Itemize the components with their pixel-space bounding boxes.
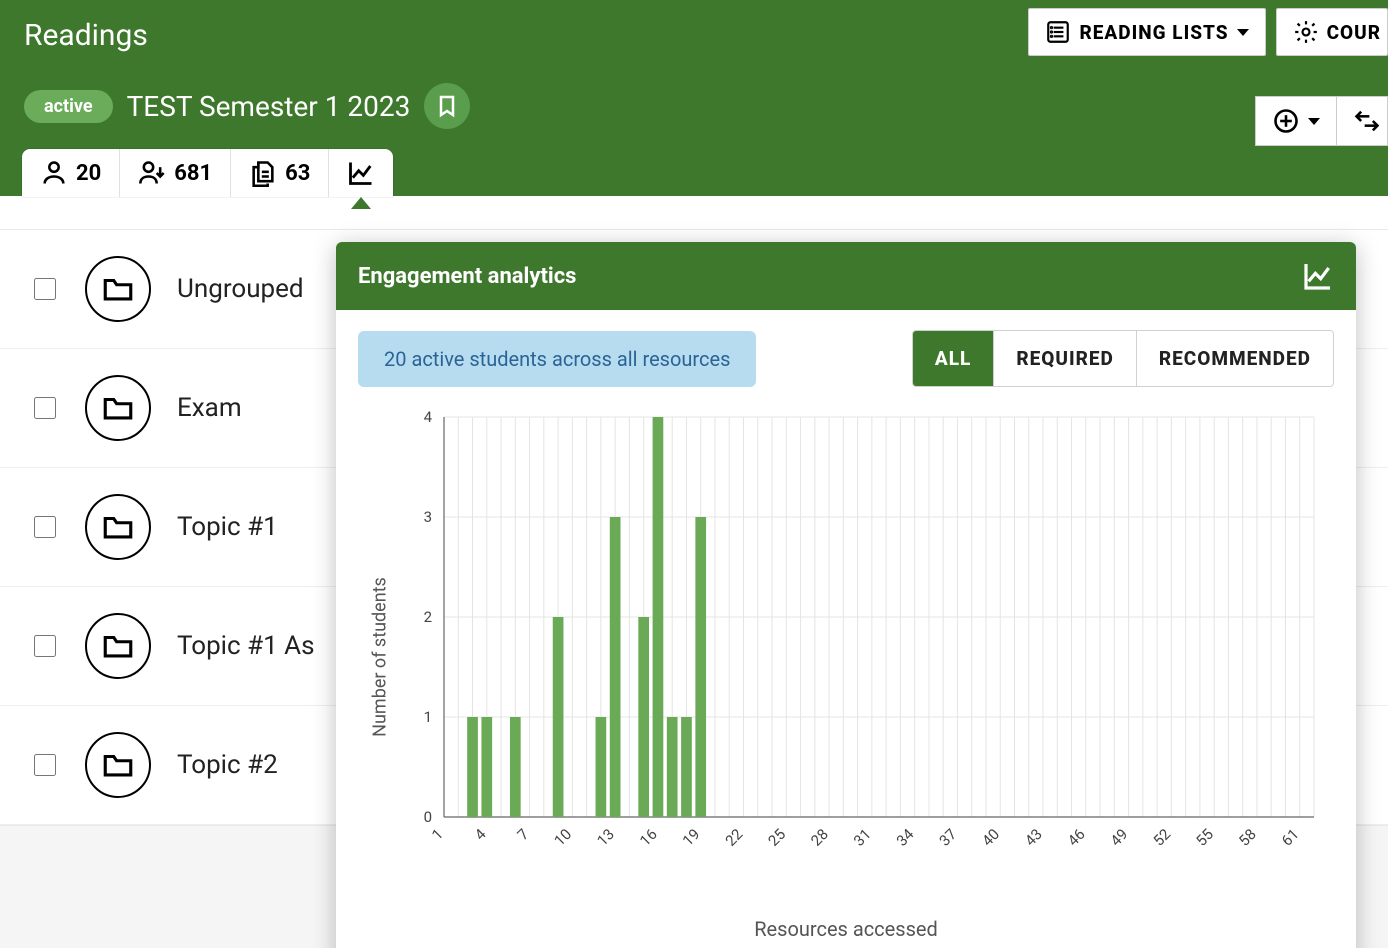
row-label: Ungrouped <box>177 274 304 304</box>
folder-icon <box>85 256 151 322</box>
main-area: Ungrouped Exam Topic #1 Topic #1 As <box>0 230 1388 948</box>
svg-text:1: 1 <box>424 708 432 726</box>
course-settings-label: COUR <box>1327 21 1381 44</box>
course-settings-button[interactable]: COUR <box>1276 8 1388 56</box>
analytics-title: Engagement analytics <box>358 264 577 289</box>
course-row: active TEST Semester 1 2023 <box>24 83 1364 129</box>
svg-text:37: 37 <box>936 825 961 850</box>
row-label: Exam <box>177 393 242 423</box>
chart-ylabel: Number of students <box>370 577 391 737</box>
stat-views-value: 681 <box>174 161 212 186</box>
svg-text:10: 10 <box>551 825 576 850</box>
analytics-chart-svg: 0123414710131619222528313437404346495255… <box>394 407 1324 867</box>
svg-text:25: 25 <box>764 825 789 850</box>
analytics-filter-tabs: ALLREQUIREDRECOMMENDED <box>912 330 1334 387</box>
documents-icon <box>249 159 277 187</box>
stat-analytics[interactable] <box>329 149 393 197</box>
header-bar: Readings READING LISTS COUR active <box>0 0 1388 196</box>
svg-text:55: 55 <box>1192 825 1217 850</box>
stat-documents-value: 63 <box>285 161 310 186</box>
reading-lists-label: READING LISTS <box>1079 21 1228 44</box>
chart-xlabel: Resources accessed <box>358 917 1334 941</box>
svg-text:13: 13 <box>593 825 618 850</box>
svg-text:3: 3 <box>424 508 432 526</box>
row-checkbox[interactable] <box>34 754 56 776</box>
svg-text:46: 46 <box>1064 825 1089 850</box>
row-checkbox[interactable] <box>34 397 56 419</box>
folder-icon <box>85 375 151 441</box>
stat-students[interactable]: 20 <box>22 149 120 197</box>
folder-icon <box>85 613 151 679</box>
chart-line-icon <box>347 159 375 187</box>
filter-tab-required[interactable]: REQUIRED <box>994 331 1137 386</box>
svg-text:40: 40 <box>978 825 1003 850</box>
svg-text:4: 4 <box>471 825 490 844</box>
expand-button[interactable] <box>1337 96 1388 146</box>
analytics-chart: Number of students 012341471013161922252… <box>394 407 1334 907</box>
stat-documents[interactable]: 63 <box>231 149 329 197</box>
gear-icon <box>1293 19 1319 45</box>
stat-students-value: 20 <box>76 161 101 186</box>
chevron-down-icon <box>1308 118 1320 125</box>
svg-text:28: 28 <box>807 825 832 850</box>
svg-text:43: 43 <box>1021 825 1046 850</box>
person-download-icon <box>138 159 166 187</box>
person-icon <box>40 159 68 187</box>
svg-text:52: 52 <box>1150 825 1175 850</box>
analytics-info-chip: 20 active students across all resources <box>358 331 756 387</box>
svg-text:34: 34 <box>893 825 918 850</box>
svg-text:19: 19 <box>679 825 704 850</box>
svg-text:16: 16 <box>636 825 661 850</box>
add-dropdown[interactable] <box>1255 96 1337 146</box>
analytics-header: Engagement analytics <box>336 242 1356 310</box>
folder-icon <box>85 494 151 560</box>
svg-text:1: 1 <box>428 825 447 844</box>
svg-text:58: 58 <box>1235 825 1260 850</box>
svg-text:31: 31 <box>850 825 875 850</box>
svg-text:22: 22 <box>722 825 747 850</box>
plus-circle-icon <box>1272 107 1300 135</box>
reading-lists-dropdown[interactable]: READING LISTS <box>1028 8 1265 56</box>
svg-text:4: 4 <box>424 408 433 426</box>
svg-text:2: 2 <box>424 608 432 626</box>
svg-text:49: 49 <box>1107 825 1132 850</box>
svg-text:7: 7 <box>514 825 533 844</box>
expand-icon <box>1353 107 1381 135</box>
chevron-down-icon <box>1237 29 1249 36</box>
analytics-popover: Engagement analytics 20 active students … <box>336 242 1356 948</box>
status-pill: active <box>24 90 113 123</box>
filter-tab-all[interactable]: ALL <box>913 331 994 386</box>
svg-text:0: 0 <box>424 808 432 826</box>
row-checkbox[interactable] <box>34 516 56 538</box>
stat-views[interactable]: 681 <box>120 149 231 197</box>
list-icon <box>1045 19 1071 45</box>
row-label: Topic #1 <box>177 512 278 542</box>
bookmark-button[interactable] <box>424 83 470 129</box>
folder-icon <box>85 732 151 798</box>
filter-tab-recommended[interactable]: RECOMMENDED <box>1137 331 1333 386</box>
chart-line-icon <box>1302 260 1334 292</box>
row-label: Topic #2 <box>177 750 278 780</box>
course-title: TEST Semester 1 2023 <box>127 90 411 123</box>
row-label: Topic #1 As <box>177 631 315 661</box>
bookmark-icon <box>435 94 459 118</box>
row-checkbox[interactable] <box>34 278 56 300</box>
row-checkbox[interactable] <box>34 635 56 657</box>
stats-strip: 20 681 63 <box>22 149 393 197</box>
svg-text:61: 61 <box>1278 825 1303 850</box>
